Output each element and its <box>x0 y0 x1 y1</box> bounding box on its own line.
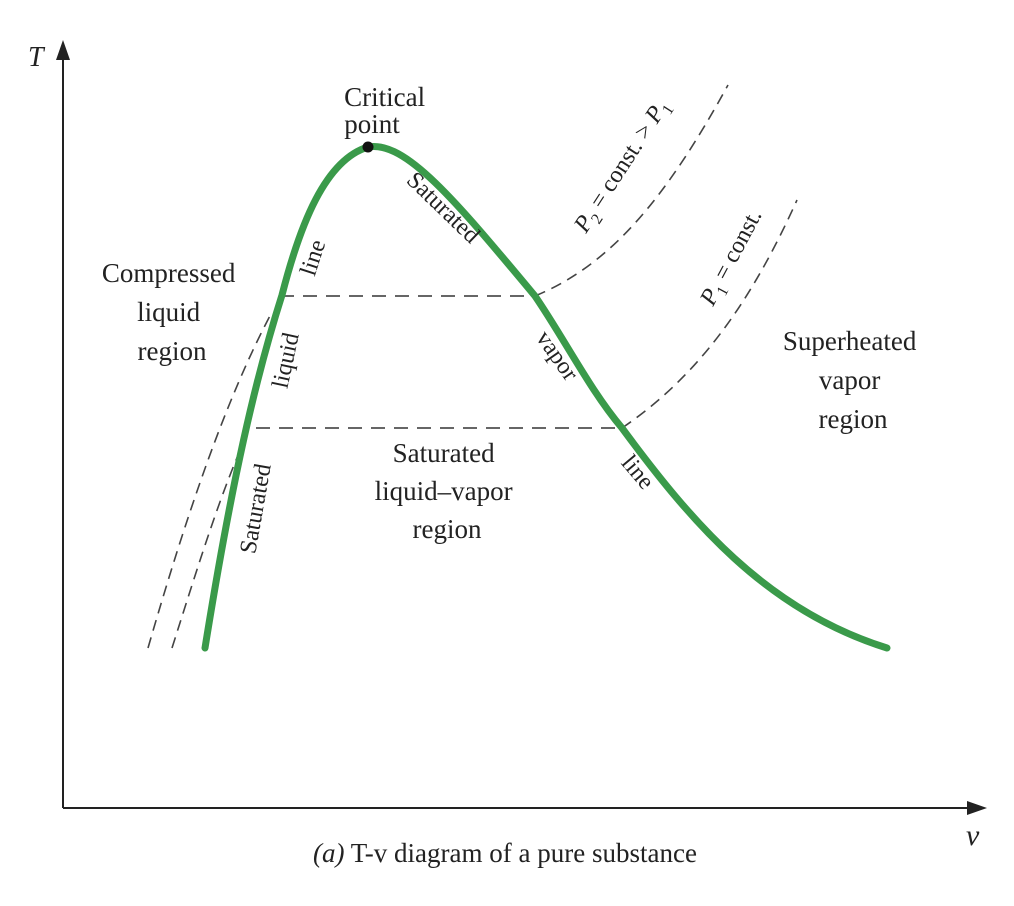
axes: T v <box>28 40 987 852</box>
saturated-vapor-line-label-saturated: Saturated <box>401 167 484 249</box>
saturated-vapor-line-label-line: line <box>616 450 659 494</box>
figure-caption: (a) T-v diagram of a pure substance <box>313 838 697 868</box>
isobar-p2-vapor-segment <box>534 84 729 297</box>
x-axis-arrowhead <box>967 801 987 815</box>
isobar-p1-label: P1 = const. <box>695 205 771 313</box>
saturated-liquid-line-label-liquid: liquid <box>268 330 305 390</box>
saturated-mixture-region-label: Saturated liquid–vapor region <box>375 438 520 544</box>
x-axis-label: v <box>966 819 980 852</box>
isobar-p2-label: P2 = const. > P1 <box>569 95 678 241</box>
critical-point-label: Critical point <box>344 82 432 139</box>
superheated-vapor-region-label: Superheated vapor region <box>783 326 923 434</box>
y-axis-arrowhead <box>56 40 70 60</box>
saturation-dome-curve <box>201 142 891 652</box>
compressed-liquid-region-label: Compressed liquid region <box>102 258 242 366</box>
y-axis-label: T <box>28 42 46 73</box>
isobar-p1-vapor-segment <box>621 199 798 429</box>
critical-point-marker <box>362 141 374 153</box>
saturated-liquid-line-label-saturated: Saturated <box>235 462 276 556</box>
